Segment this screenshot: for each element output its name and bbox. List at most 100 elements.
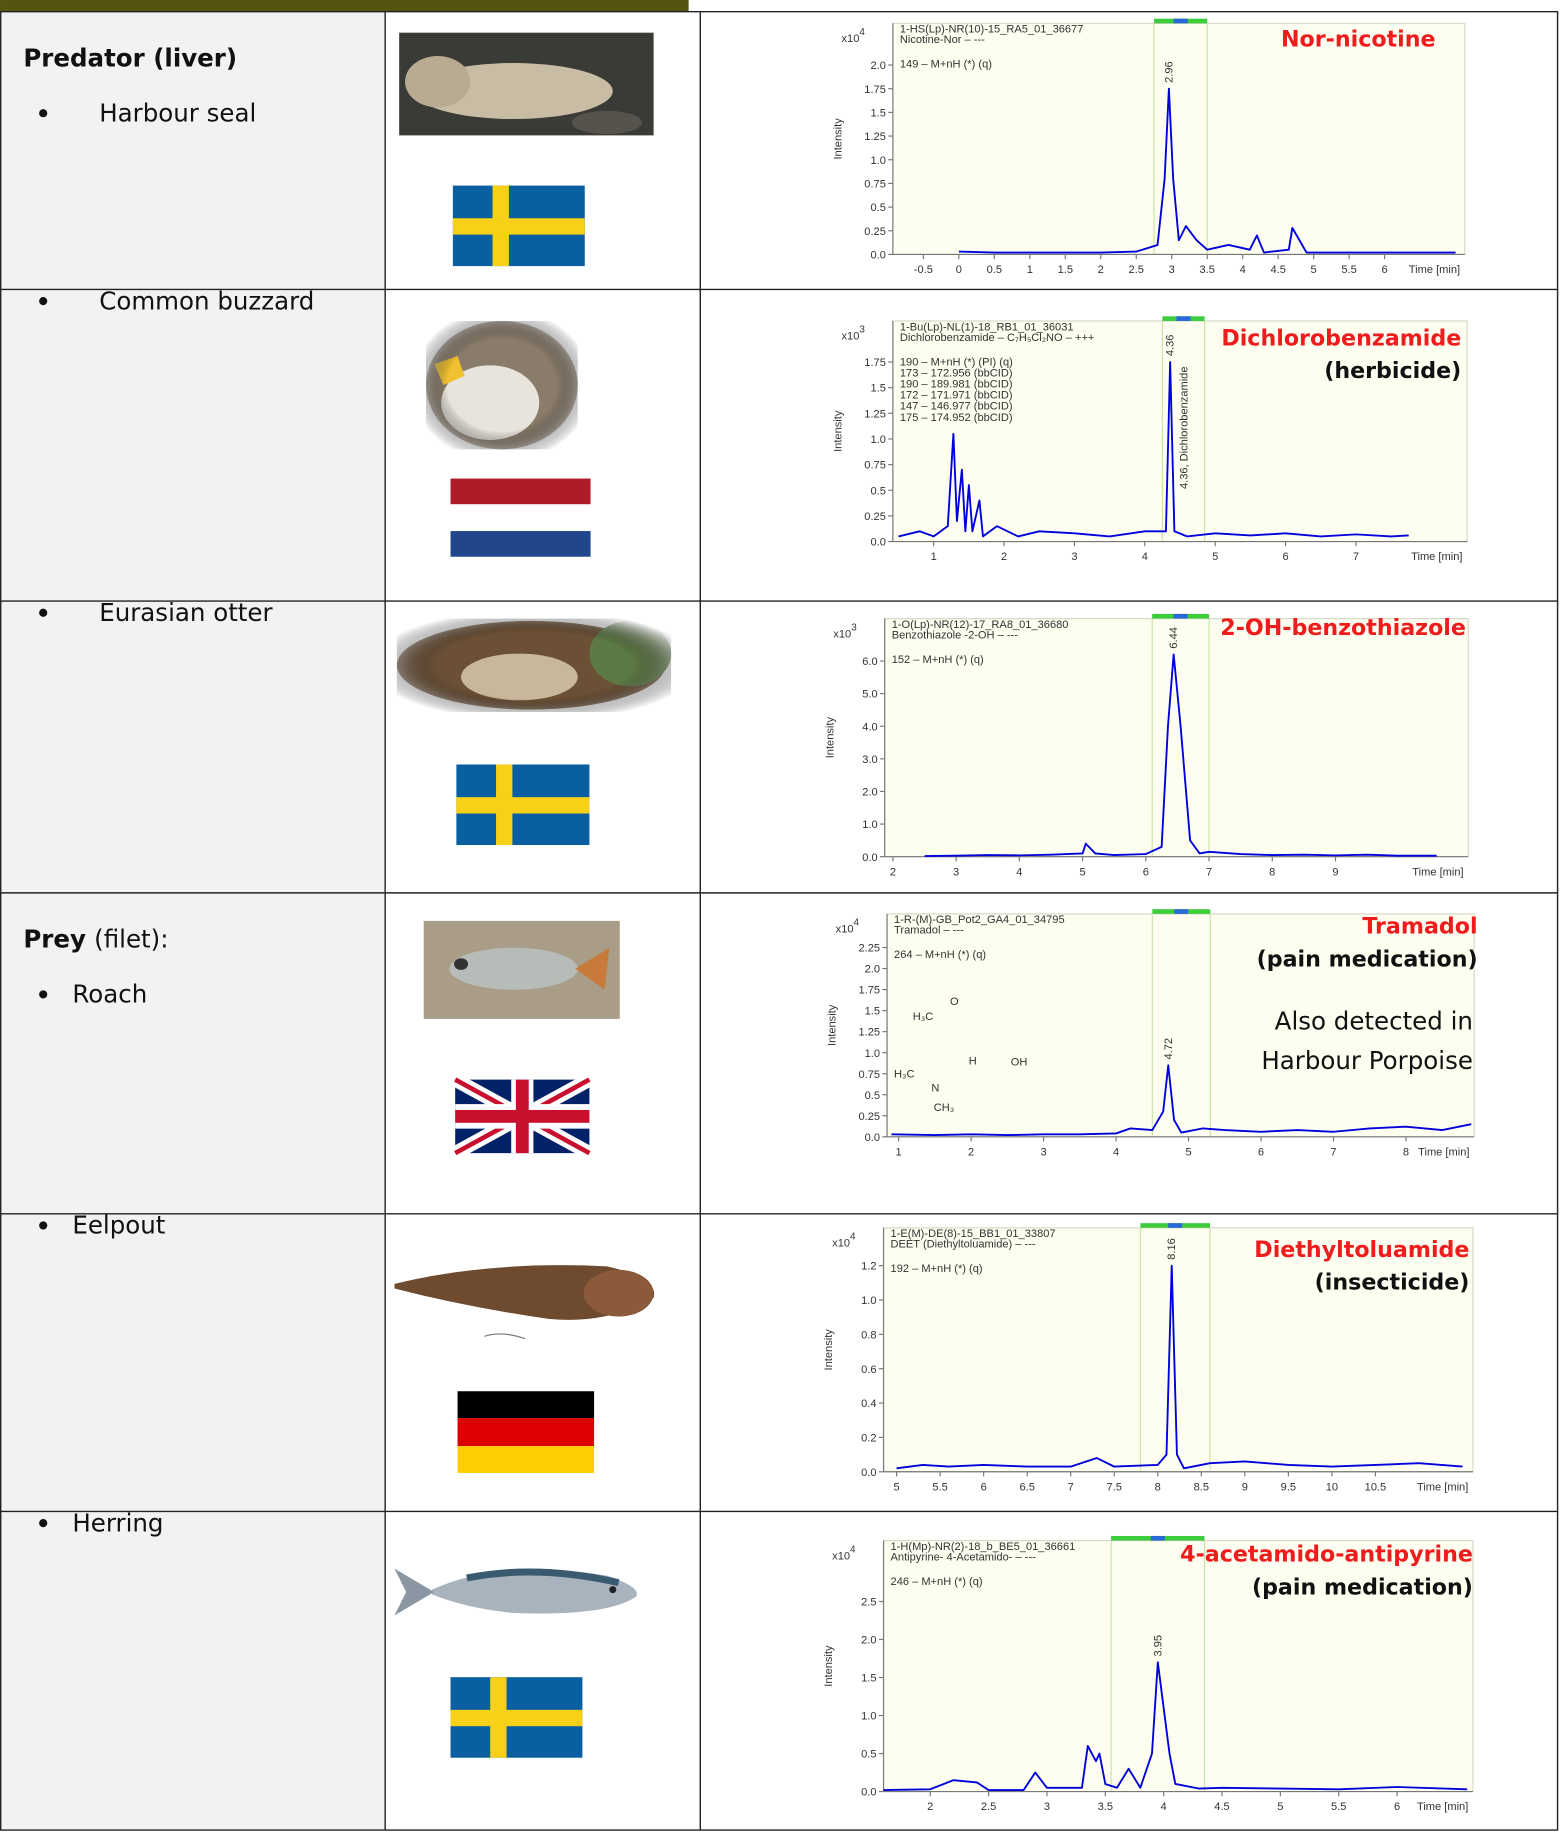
multiplier: x104: [832, 1544, 856, 1562]
structure-label: N: [931, 1082, 939, 1094]
x-tick-label: 3.5: [1200, 264, 1215, 276]
x-tick-label: 4.5: [1270, 264, 1285, 276]
ion-legend: 192 – M+nH (*) (q): [891, 1263, 983, 1275]
y-tick-label: 0.75: [864, 178, 886, 190]
window-center: [1151, 1536, 1165, 1541]
y-tick-label: 0.25: [864, 226, 886, 238]
y-axis-label: Intensity: [824, 717, 836, 759]
y-tick-label: 1.0: [870, 155, 885, 167]
x-tick-label: 3: [953, 866, 959, 878]
note: Harbour Porpoise: [1261, 1046, 1473, 1075]
y-tick-label: 0.0: [865, 1132, 880, 1144]
x-tick-label: 6: [1258, 1146, 1264, 1158]
y-tick-label: 1.2: [861, 1261, 876, 1273]
y-axis-label: Intensity: [827, 1004, 839, 1046]
x-tick-label: 9.5: [1281, 1481, 1296, 1493]
compound-annotation: 2-OH-benzothiazole: [1220, 615, 1466, 641]
x-tick-label: 5.5: [932, 1481, 947, 1493]
multiplier-base: x10: [832, 1238, 850, 1250]
y-tick-label: 2.5: [861, 1597, 876, 1609]
peak-label: 4.36: [1165, 335, 1177, 357]
run-header: Nicotine-Nor – ---: [900, 34, 985, 46]
x-tick-label: 4: [1016, 866, 1022, 878]
peak-label: 8.16: [1166, 1238, 1178, 1260]
structure-label: OH: [1011, 1057, 1028, 1069]
x-tick-label: 2: [1001, 551, 1007, 563]
x-tick-label: 5.5: [1341, 264, 1356, 276]
x-tick-label: 3: [1044, 1801, 1050, 1813]
compound-annotation: Diethyltoluamide: [1254, 1237, 1469, 1263]
x-tick-label: 8: [1269, 866, 1275, 878]
x-tick-label: 10.5: [1365, 1481, 1387, 1493]
bullet: [39, 109, 47, 117]
multiplier-base: x10: [836, 924, 854, 936]
x-tick-label: 8.5: [1194, 1481, 1209, 1493]
x-tick-label: 6: [1382, 264, 1388, 276]
y-tick-label: 1.25: [864, 131, 886, 143]
y-axis-label: Intensity: [833, 118, 845, 160]
run-header: Tramadol – ---: [894, 925, 964, 937]
compound-annotation: Dichlorobenzamide: [1221, 325, 1461, 351]
run-header: Benzothiazole -2-OH – ---: [892, 629, 1019, 641]
images: [395, 33, 1011, 1758]
species-name: Eelpout: [72, 1211, 165, 1240]
x-tick-label: 4: [1161, 1801, 1167, 1813]
y-tick-label: 0.6: [861, 1364, 876, 1376]
row-heading: Prey(filet):: [23, 925, 168, 954]
x-tick-label: 6: [1282, 551, 1288, 563]
ion-legend: 152 – M+nH (*) (q): [892, 654, 984, 666]
structure-label: CH₃: [934, 1102, 955, 1114]
x-tick-label: 7.5: [1107, 1481, 1122, 1493]
x-axis-label: Time [min]: [1411, 551, 1462, 563]
multiplier-exponent: 4: [859, 27, 865, 38]
x-tick-label: 5: [1080, 866, 1086, 878]
peak-label: 3.95: [1152, 1635, 1164, 1657]
structure-label: O: [950, 996, 959, 1008]
x-tick-label: 5.5: [1331, 1801, 1346, 1813]
x-tick-label: 2.5: [1129, 264, 1144, 276]
y-tick-label: 2.0: [862, 787, 877, 799]
x-tick-label: 3.5: [1098, 1801, 1113, 1813]
y-tick-label: 1.0: [862, 819, 877, 831]
note: Also detected in: [1275, 1006, 1473, 1035]
heading-bold: Predator (liver): [23, 44, 237, 73]
ion-legend: 175 – 174.952 (bbCID): [900, 412, 1013, 424]
y-tick-label: 1.0: [861, 1711, 876, 1723]
x-tick-label: 7: [1353, 551, 1359, 563]
multiplier-base: x10: [832, 1550, 850, 1562]
x-tick-label: 8: [1155, 1481, 1161, 1493]
multiplier-exponent: 4: [850, 1544, 856, 1555]
x-tick-label: 6: [981, 1481, 987, 1493]
ion-legend: 149 – M+nH (*) (q): [900, 59, 992, 71]
bullet: [39, 990, 47, 998]
y-tick-label: 0.0: [862, 852, 877, 864]
bullet: [39, 297, 47, 305]
x-tick-label: 3: [1169, 264, 1175, 276]
y-tick-label: 6.0: [862, 656, 877, 668]
x-tick-label: 7: [1206, 866, 1212, 878]
document: Predator (liver)Harbour seal0.00.250.50.…: [0, 0, 1564, 1833]
run-header: DEET (Diethyltoluamide) – ---: [891, 1239, 1036, 1251]
bullet: [39, 1519, 47, 1527]
x-axis-label: Time [min]: [1417, 1481, 1468, 1493]
compound-annotation: (pain medication): [1257, 946, 1478, 972]
x-tick-label: 5: [894, 1481, 900, 1493]
y-tick-label: 3.0: [862, 754, 877, 766]
x-tick-label: 7: [1068, 1481, 1074, 1493]
x-tick-label: 2: [968, 1146, 974, 1158]
run-header: Antipyrine- 4-Acetamido- – ---: [891, 1551, 1037, 1563]
x-tick-label: 4: [1240, 264, 1246, 276]
y-tick-label: 1.5: [870, 107, 885, 119]
x-tick-label: 0: [956, 264, 962, 276]
y-tick-label: 2.0: [870, 60, 885, 72]
x-axis-label: Time [min]: [1417, 1801, 1468, 1813]
x-tick-label: 3: [1041, 1146, 1047, 1158]
multiplier: x104: [832, 1232, 856, 1250]
multiplier-base: x10: [842, 331, 860, 343]
y-tick-label: 0.75: [864, 460, 886, 472]
x-tick-label: 1: [1027, 264, 1033, 276]
x-tick-label: 2: [890, 866, 896, 878]
window-center: [1168, 1223, 1182, 1228]
x-tick-label: 6.5: [1019, 1481, 1034, 1493]
y-tick-label: 0.75: [858, 1069, 880, 1081]
